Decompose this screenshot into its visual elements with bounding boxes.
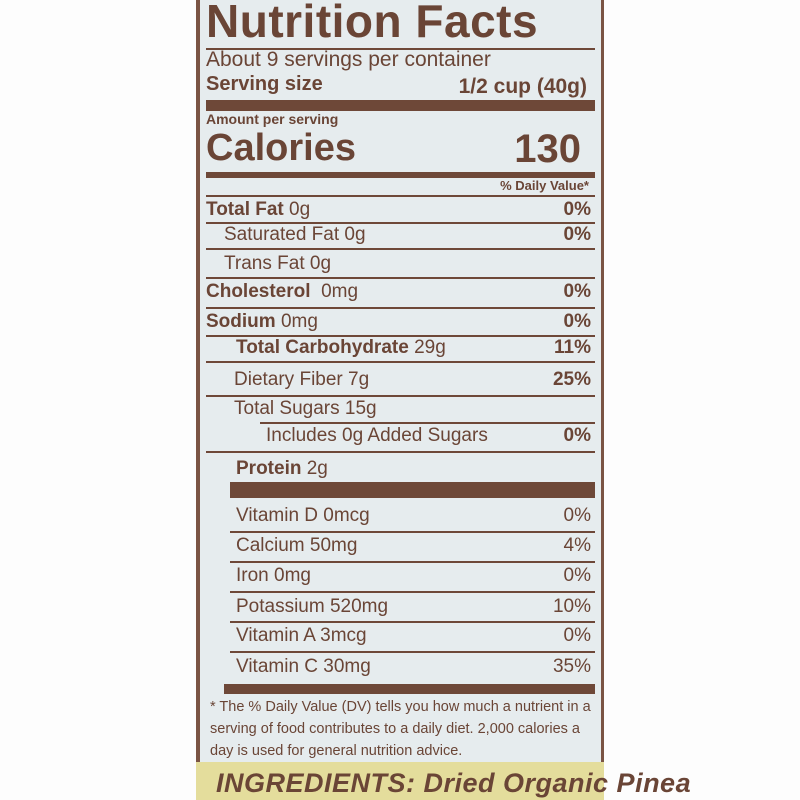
nutrient-dv: 0% xyxy=(563,311,591,332)
vitamin-name: Vitamin D 0mcg xyxy=(236,505,370,526)
footnote: * The % Daily Value (DV) tells you how m… xyxy=(210,699,591,759)
nutrient-dv: 0% xyxy=(563,199,591,220)
divider xyxy=(260,422,595,424)
vitamin-name: Vitamin A 3mcg xyxy=(236,625,367,646)
nutrient-name: Cholesterol xyxy=(206,281,311,302)
vitamin-dv: 4% xyxy=(563,535,591,556)
servings-per-container: About 9 servings per container xyxy=(206,48,491,71)
divider xyxy=(230,651,595,653)
nutrient-row-cholesterol: Cholesterol 0mg 0% xyxy=(206,281,595,303)
vitamin-dv: 0% xyxy=(563,565,591,586)
nutrient-row-sodium: Sodium 0mg 0% xyxy=(206,311,595,333)
nutrient-row-protein: Protein 2g xyxy=(206,458,595,480)
vitamin-dv: 0% xyxy=(563,505,591,526)
vitamin-name: Vitamin C 30mg xyxy=(236,656,371,677)
medium-divider xyxy=(224,684,595,694)
vitamin-row: Potassium 520mg 10% xyxy=(206,596,595,618)
divider xyxy=(206,361,595,363)
nutrient-amount: 29g xyxy=(414,337,446,358)
daily-value-header: % Daily Value* xyxy=(500,178,589,193)
nutrient-dv: 0% xyxy=(563,425,591,446)
amount-per-serving: Amount per serving xyxy=(206,111,339,127)
nutrient-name: Total Carbohydrate xyxy=(236,337,409,358)
nutrient-name: Trans Fat 0g xyxy=(224,253,332,274)
nutrient-amount: 0g xyxy=(289,199,311,220)
divider xyxy=(230,531,595,533)
divider xyxy=(206,248,595,250)
nutrient-name: Total Fat xyxy=(206,199,284,220)
nutrient-name: Total Sugars 15g xyxy=(234,398,377,419)
nutrient-name: Includes 0g Added Sugars xyxy=(266,425,488,446)
nutrient-name: Sodium xyxy=(206,311,276,332)
vitamin-dv: 0% xyxy=(563,625,591,646)
nutrient-dv: 0% xyxy=(563,281,591,302)
vitamin-row: Iron 0mg 0% xyxy=(206,565,595,587)
nutrient-name: Protein xyxy=(236,458,302,479)
divider xyxy=(206,277,595,279)
vitamin-name: Calcium 50mg xyxy=(236,535,358,556)
vitamin-dv: 10% xyxy=(552,596,591,617)
divider xyxy=(230,591,595,593)
nutrient-dv: 0% xyxy=(563,224,591,245)
nutrient-row-total-fat: Total Fat 0g 0% xyxy=(206,199,595,221)
label-title: Nutrition Facts xyxy=(206,0,539,47)
divider xyxy=(230,561,595,563)
divider xyxy=(206,451,595,453)
nutrient-amount: 0mg xyxy=(321,281,359,302)
medium-divider xyxy=(206,172,595,178)
vitamin-row: Vitamin C 30mg 35% xyxy=(206,656,595,678)
divider xyxy=(206,195,595,197)
divider xyxy=(230,621,595,623)
calories-value: 130 xyxy=(514,127,581,171)
divider xyxy=(206,335,595,337)
divider xyxy=(206,307,595,309)
vitamin-row: Vitamin A 3mcg 0% xyxy=(206,625,595,647)
nutrient-amount: 2g xyxy=(306,458,328,479)
nutrient-name: Dietary Fiber 7g xyxy=(234,369,370,390)
nutrient-row-total-sugars: Total Sugars 15g xyxy=(206,398,595,420)
vitamin-dv: 35% xyxy=(552,656,591,677)
nutrient-name: Saturated Fat 0g xyxy=(224,224,366,245)
nutrient-row-added-sugars: Includes 0g Added Sugars 0% xyxy=(206,425,595,447)
ingredients-text: INGREDIENTS: Dried Organic Pinea xyxy=(216,768,692,798)
nutrition-label: Nutrition Facts About 9 servings per con… xyxy=(196,0,604,762)
vitamin-name: Potassium 520mg xyxy=(236,596,389,617)
vitamin-row: Vitamin D 0mcg 0% xyxy=(206,505,595,527)
nutrient-row-trans-fat: Trans Fat 0g xyxy=(206,253,595,275)
nutrient-dv: 11% xyxy=(554,337,591,358)
divider xyxy=(206,48,595,50)
thick-divider xyxy=(230,482,595,498)
ingredients-strip: INGREDIENTS: Dried Organic Pinea xyxy=(196,762,691,800)
nutrient-row-total-carbohydrate: Total Carbohydrate 29g 11% xyxy=(206,337,595,359)
calories-label: Calories xyxy=(206,127,356,169)
nutrient-row-dietary-fiber: Dietary Fiber 7g 25% xyxy=(206,369,595,391)
nutrient-dv: 25% xyxy=(552,369,591,390)
divider xyxy=(206,222,595,224)
serving-size-value: 1/2 cup (40g) xyxy=(458,75,587,98)
divider xyxy=(206,395,595,397)
thick-divider xyxy=(206,100,595,111)
serving-size-label: Serving size xyxy=(206,73,323,95)
vitamin-row: Calcium 50mg 4% xyxy=(206,535,595,557)
nutrient-row-saturated-fat: Saturated Fat 0g 0% xyxy=(206,224,595,246)
nutrient-amount: 0mg xyxy=(280,311,318,332)
vitamin-name: Iron 0mg xyxy=(236,565,311,586)
